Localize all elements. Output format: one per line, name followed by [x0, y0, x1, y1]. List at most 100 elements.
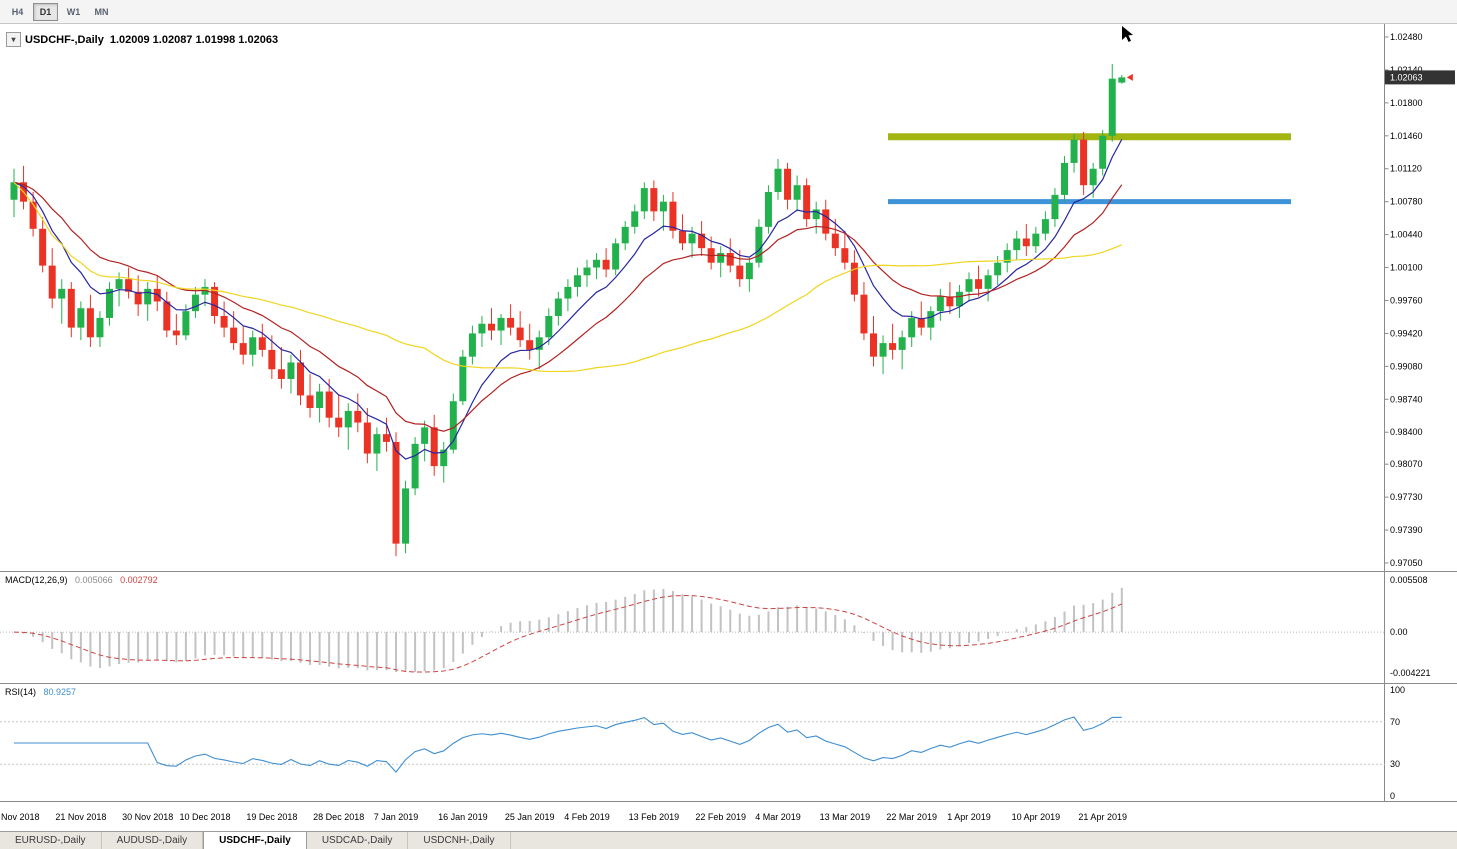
candle	[955, 291, 963, 307]
candle	[1118, 77, 1126, 83]
candle	[688, 233, 696, 244]
candle	[822, 209, 830, 234]
timeframe-d1-button[interactable]: D1	[33, 2, 58, 21]
timeframe-w1-button[interactable]: W1	[61, 3, 86, 21]
date-label: 10 Dec 2018	[179, 812, 230, 822]
candle	[363, 422, 371, 454]
current-price-label: 1.02063	[1390, 72, 1423, 82]
candle	[125, 279, 133, 292]
candle	[354, 410, 362, 423]
candle	[325, 391, 333, 418]
tab-usdcnh-daily[interactable]: USDCNH-,Daily	[408, 832, 511, 849]
candle	[784, 168, 792, 200]
candle	[698, 233, 706, 249]
date-label: 13 Mar 2019	[820, 812, 871, 822]
candle	[488, 323, 495, 331]
candle	[211, 286, 219, 316]
timeframe-h4-button[interactable]: H4	[5, 3, 30, 21]
tab-usdchf-daily[interactable]: USDCHF-,Daily	[203, 832, 307, 849]
current-price-badge	[1385, 70, 1455, 85]
candle	[889, 343, 897, 350]
mouse-cursor	[1122, 26, 1133, 42]
price-tick-label: 1.01800	[1390, 98, 1423, 108]
candle	[163, 301, 171, 331]
candle	[803, 185, 811, 220]
candle	[306, 395, 314, 409]
tab-audusd-daily[interactable]: AUDUSD-,Daily	[102, 832, 204, 849]
macd-axis-label: 0.005508	[1390, 575, 1428, 585]
candle	[430, 427, 438, 467]
price-tick-label: 1.02480	[1390, 32, 1423, 42]
macd-axis-label: -0.004221	[1390, 668, 1431, 678]
candle	[1080, 139, 1088, 186]
rsi-axis-label: 70	[1390, 717, 1400, 727]
date-label: 10 Apr 2019	[1012, 812, 1061, 822]
candle	[96, 317, 104, 338]
candle	[535, 337, 543, 350]
candle	[297, 362, 304, 396]
candle	[812, 209, 820, 220]
price-tick-label: 0.97390	[1390, 525, 1423, 535]
candle	[841, 248, 849, 263]
candle	[850, 262, 858, 295]
date-label: 22 Mar 2019	[886, 812, 937, 822]
candle	[1013, 238, 1021, 251]
price-tick-label: 0.97050	[1390, 558, 1423, 568]
candle	[908, 317, 916, 338]
candle	[602, 259, 610, 270]
candle	[1003, 250, 1011, 263]
candle	[182, 311, 190, 336]
candle	[621, 226, 629, 244]
candle	[870, 333, 877, 357]
price-tick-label: 1.00100	[1390, 263, 1423, 273]
ma-line-44	[13, 181, 1123, 373]
candle	[640, 188, 648, 212]
symbol-tabbar: EURUSD-,Daily AUDUSD-,Daily USDCHF-,Dail…	[0, 831, 1457, 849]
candle	[946, 296, 954, 307]
tab-usdcad-daily[interactable]: USDCAD-,Daily	[307, 832, 409, 849]
candle	[172, 330, 180, 336]
date-label: 7 Jan 2019	[374, 812, 419, 822]
rsi-line	[14, 716, 1122, 773]
candle	[717, 253, 725, 263]
candle	[392, 441, 400, 544]
candle	[29, 201, 37, 229]
candle	[994, 262, 1002, 276]
tab-eurusd-daily[interactable]: EURUSD-,Daily	[0, 832, 102, 849]
candle	[917, 317, 925, 328]
candle	[679, 230, 686, 244]
candle	[1032, 233, 1040, 247]
candle	[497, 317, 505, 331]
candle	[764, 191, 772, 227]
candle	[478, 323, 486, 334]
price-tick-label: 0.99760	[1390, 295, 1423, 305]
date-label: 12 Nov 2018	[0, 812, 40, 822]
candle	[153, 288, 161, 302]
chart-menu-button[interactable]: ▾	[6, 32, 21, 47]
candle	[77, 308, 85, 328]
candle	[1061, 162, 1068, 195]
date-label: 13 Feb 2019	[629, 812, 680, 822]
price-arrow-marker	[1126, 73, 1133, 81]
candle	[1022, 238, 1030, 247]
candle	[316, 391, 324, 409]
candle	[1041, 219, 1049, 234]
candle	[134, 291, 142, 305]
candle	[860, 294, 868, 334]
ma-line-8	[13, 139, 1123, 460]
candle	[516, 327, 524, 341]
candle	[573, 275, 581, 287]
timeframe-mn-button[interactable]: MN	[89, 3, 114, 21]
chevron-down-icon: ▾	[11, 35, 16, 44]
price-tick-label: 0.98400	[1390, 427, 1423, 437]
candle	[144, 288, 152, 305]
candle	[965, 279, 973, 292]
candle	[335, 417, 343, 428]
date-label: 4 Mar 2019	[755, 812, 801, 822]
date-label: 22 Feb 2019	[695, 812, 746, 822]
date-label: 21 Nov 2018	[55, 812, 106, 822]
candle	[191, 294, 199, 312]
candle	[526, 340, 534, 350]
candle	[468, 333, 476, 357]
